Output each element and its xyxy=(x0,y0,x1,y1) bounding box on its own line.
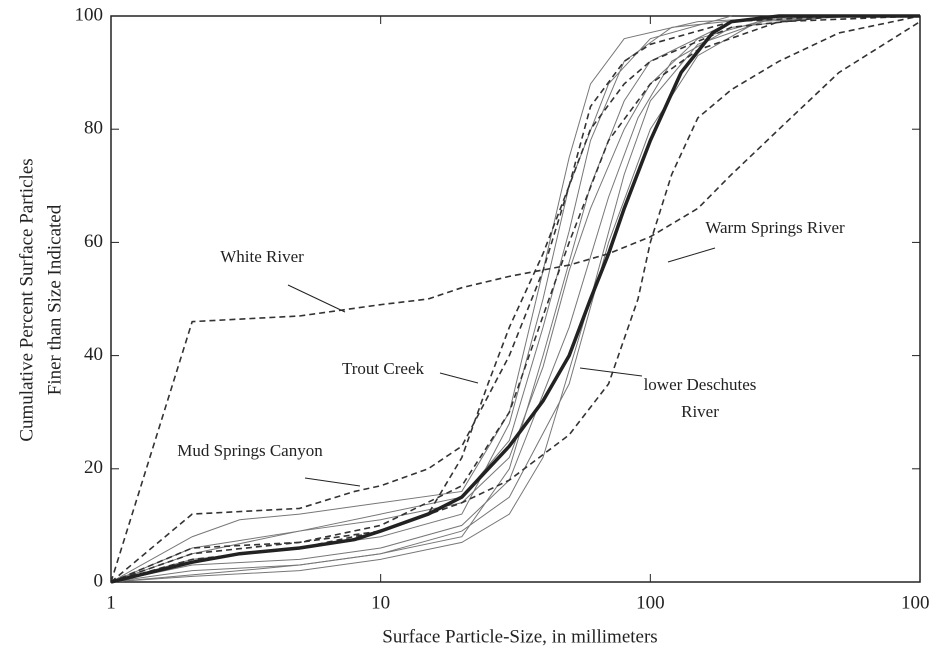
annotation-leader xyxy=(287,284,346,313)
series-line xyxy=(110,15,921,583)
series-line xyxy=(110,14,920,584)
annotation-leader xyxy=(304,477,361,487)
x-axis-label: Surface Particle-Size, in millimeters xyxy=(382,626,657,647)
x-tick-label: 1000 xyxy=(901,592,929,613)
x-tick-label: 1 xyxy=(106,592,116,613)
y-tick-label: 60 xyxy=(84,231,103,252)
annotation: lower Deschutes River xyxy=(643,375,757,421)
annotation-leader xyxy=(667,247,716,263)
series-line xyxy=(110,15,861,583)
annotation: Trout Creek xyxy=(341,359,424,378)
series-line xyxy=(110,15,780,583)
y-axis-label: Cumulative Percent Surface Particles xyxy=(16,158,37,441)
series-line xyxy=(110,15,780,583)
series-line xyxy=(110,15,839,583)
series-line xyxy=(110,15,839,583)
annotation-leader xyxy=(579,367,643,377)
y-tick-label: 80 xyxy=(84,118,103,139)
plot-frame xyxy=(110,15,921,583)
series-line xyxy=(110,15,780,583)
series-line xyxy=(110,15,921,583)
y-tick-label: 100 xyxy=(75,4,104,25)
series-line xyxy=(110,20,921,583)
x-tick-label: 100 xyxy=(636,592,665,613)
y-tick-label: 40 xyxy=(84,344,103,365)
y-axis-label: Finer than Size Indicated xyxy=(44,204,65,395)
y-tick-label: 0 xyxy=(94,570,104,591)
x-tick-label: 10 xyxy=(371,592,390,613)
annotation: Mud Springs Canyon xyxy=(177,441,323,460)
annotation-leader xyxy=(439,372,479,384)
annotation: Warm Springs River xyxy=(705,218,845,237)
y-tick-label: 20 xyxy=(84,457,103,478)
annotation: White River xyxy=(220,247,304,266)
